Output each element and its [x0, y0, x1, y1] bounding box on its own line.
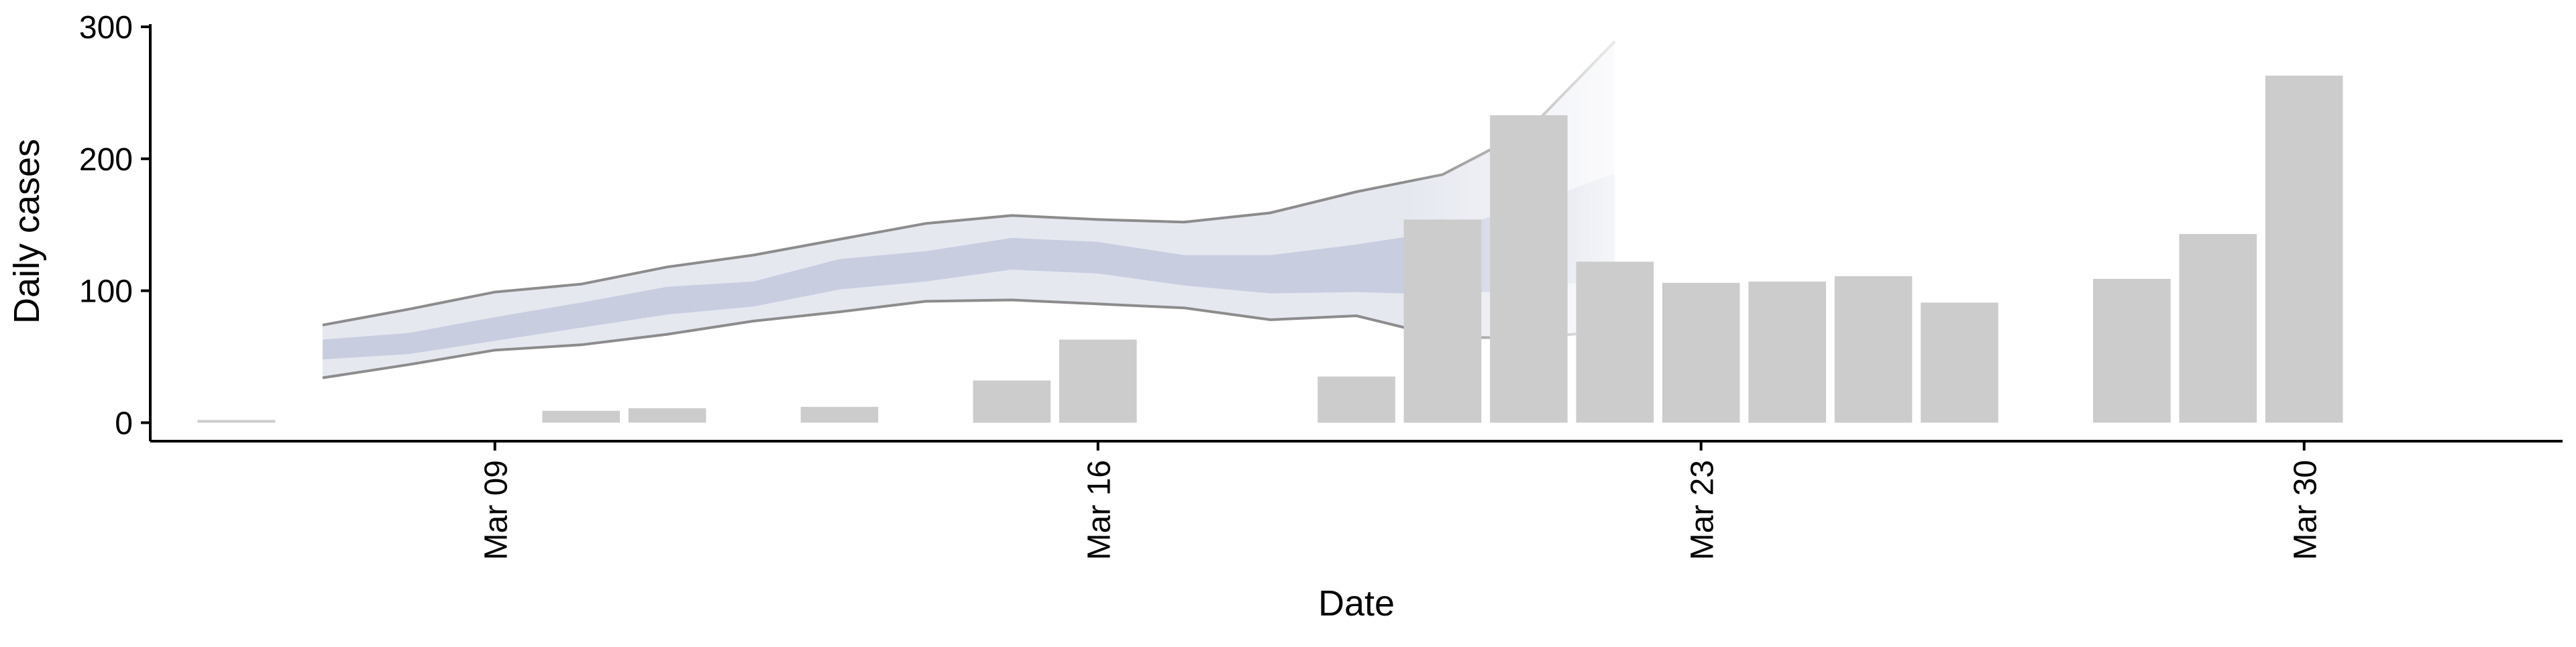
bar-2020-03-24	[1748, 281, 1826, 423]
bar-2020-03-26	[1921, 302, 1998, 423]
bar-2020-03-15	[973, 380, 1051, 423]
bar-2020-03-06	[197, 420, 276, 423]
x-tick-label-2020-03-30: Mar 30	[2288, 460, 2324, 560]
bar-2020-03-11	[628, 408, 706, 423]
bar-2020-03-10	[542, 410, 620, 423]
ci-lower-line	[322, 298, 1615, 379]
bar-2020-03-20	[1403, 219, 1482, 423]
uncertainty-band-layer	[322, 40, 1616, 379]
ci-upper-line	[322, 40, 1616, 327]
bar-2020-03-22	[1576, 261, 1654, 423]
bar-2020-03-21	[1490, 115, 1568, 423]
inner-ci-band	[322, 173, 1615, 359]
axes-layer: 0 100 200 300 Mar 09 Mar 16 Mar 23 Mar 30	[79, 10, 2563, 560]
x-axis-label: Date	[1318, 583, 1395, 624]
bar-2020-03-29	[2179, 234, 2257, 423]
y-tick-label-0: 0	[115, 406, 133, 441]
y-axis-label: Daily cases	[7, 139, 47, 324]
x-tick-label-2020-03-23: Mar 23	[1685, 460, 1721, 560]
y-tick-label-300: 300	[79, 10, 133, 46]
bar-2020-03-25	[1834, 276, 1913, 423]
x-tick-label-2020-03-16: Mar 16	[1082, 460, 1118, 560]
bar-2020-03-30	[2265, 75, 2343, 423]
y-tick-label-200: 200	[79, 142, 133, 178]
bar-2020-03-19	[1318, 376, 1395, 423]
bar-2020-03-16	[1059, 339, 1137, 423]
bar-2020-03-23	[1662, 282, 1740, 423]
y-tick-label-100: 100	[79, 274, 133, 310]
x-tick-label-2020-03-09: Mar 09	[479, 460, 515, 560]
bar-2020-03-13	[800, 406, 879, 423]
bar-2020-03-28	[2093, 278, 2171, 423]
bar-layer	[197, 75, 2343, 423]
